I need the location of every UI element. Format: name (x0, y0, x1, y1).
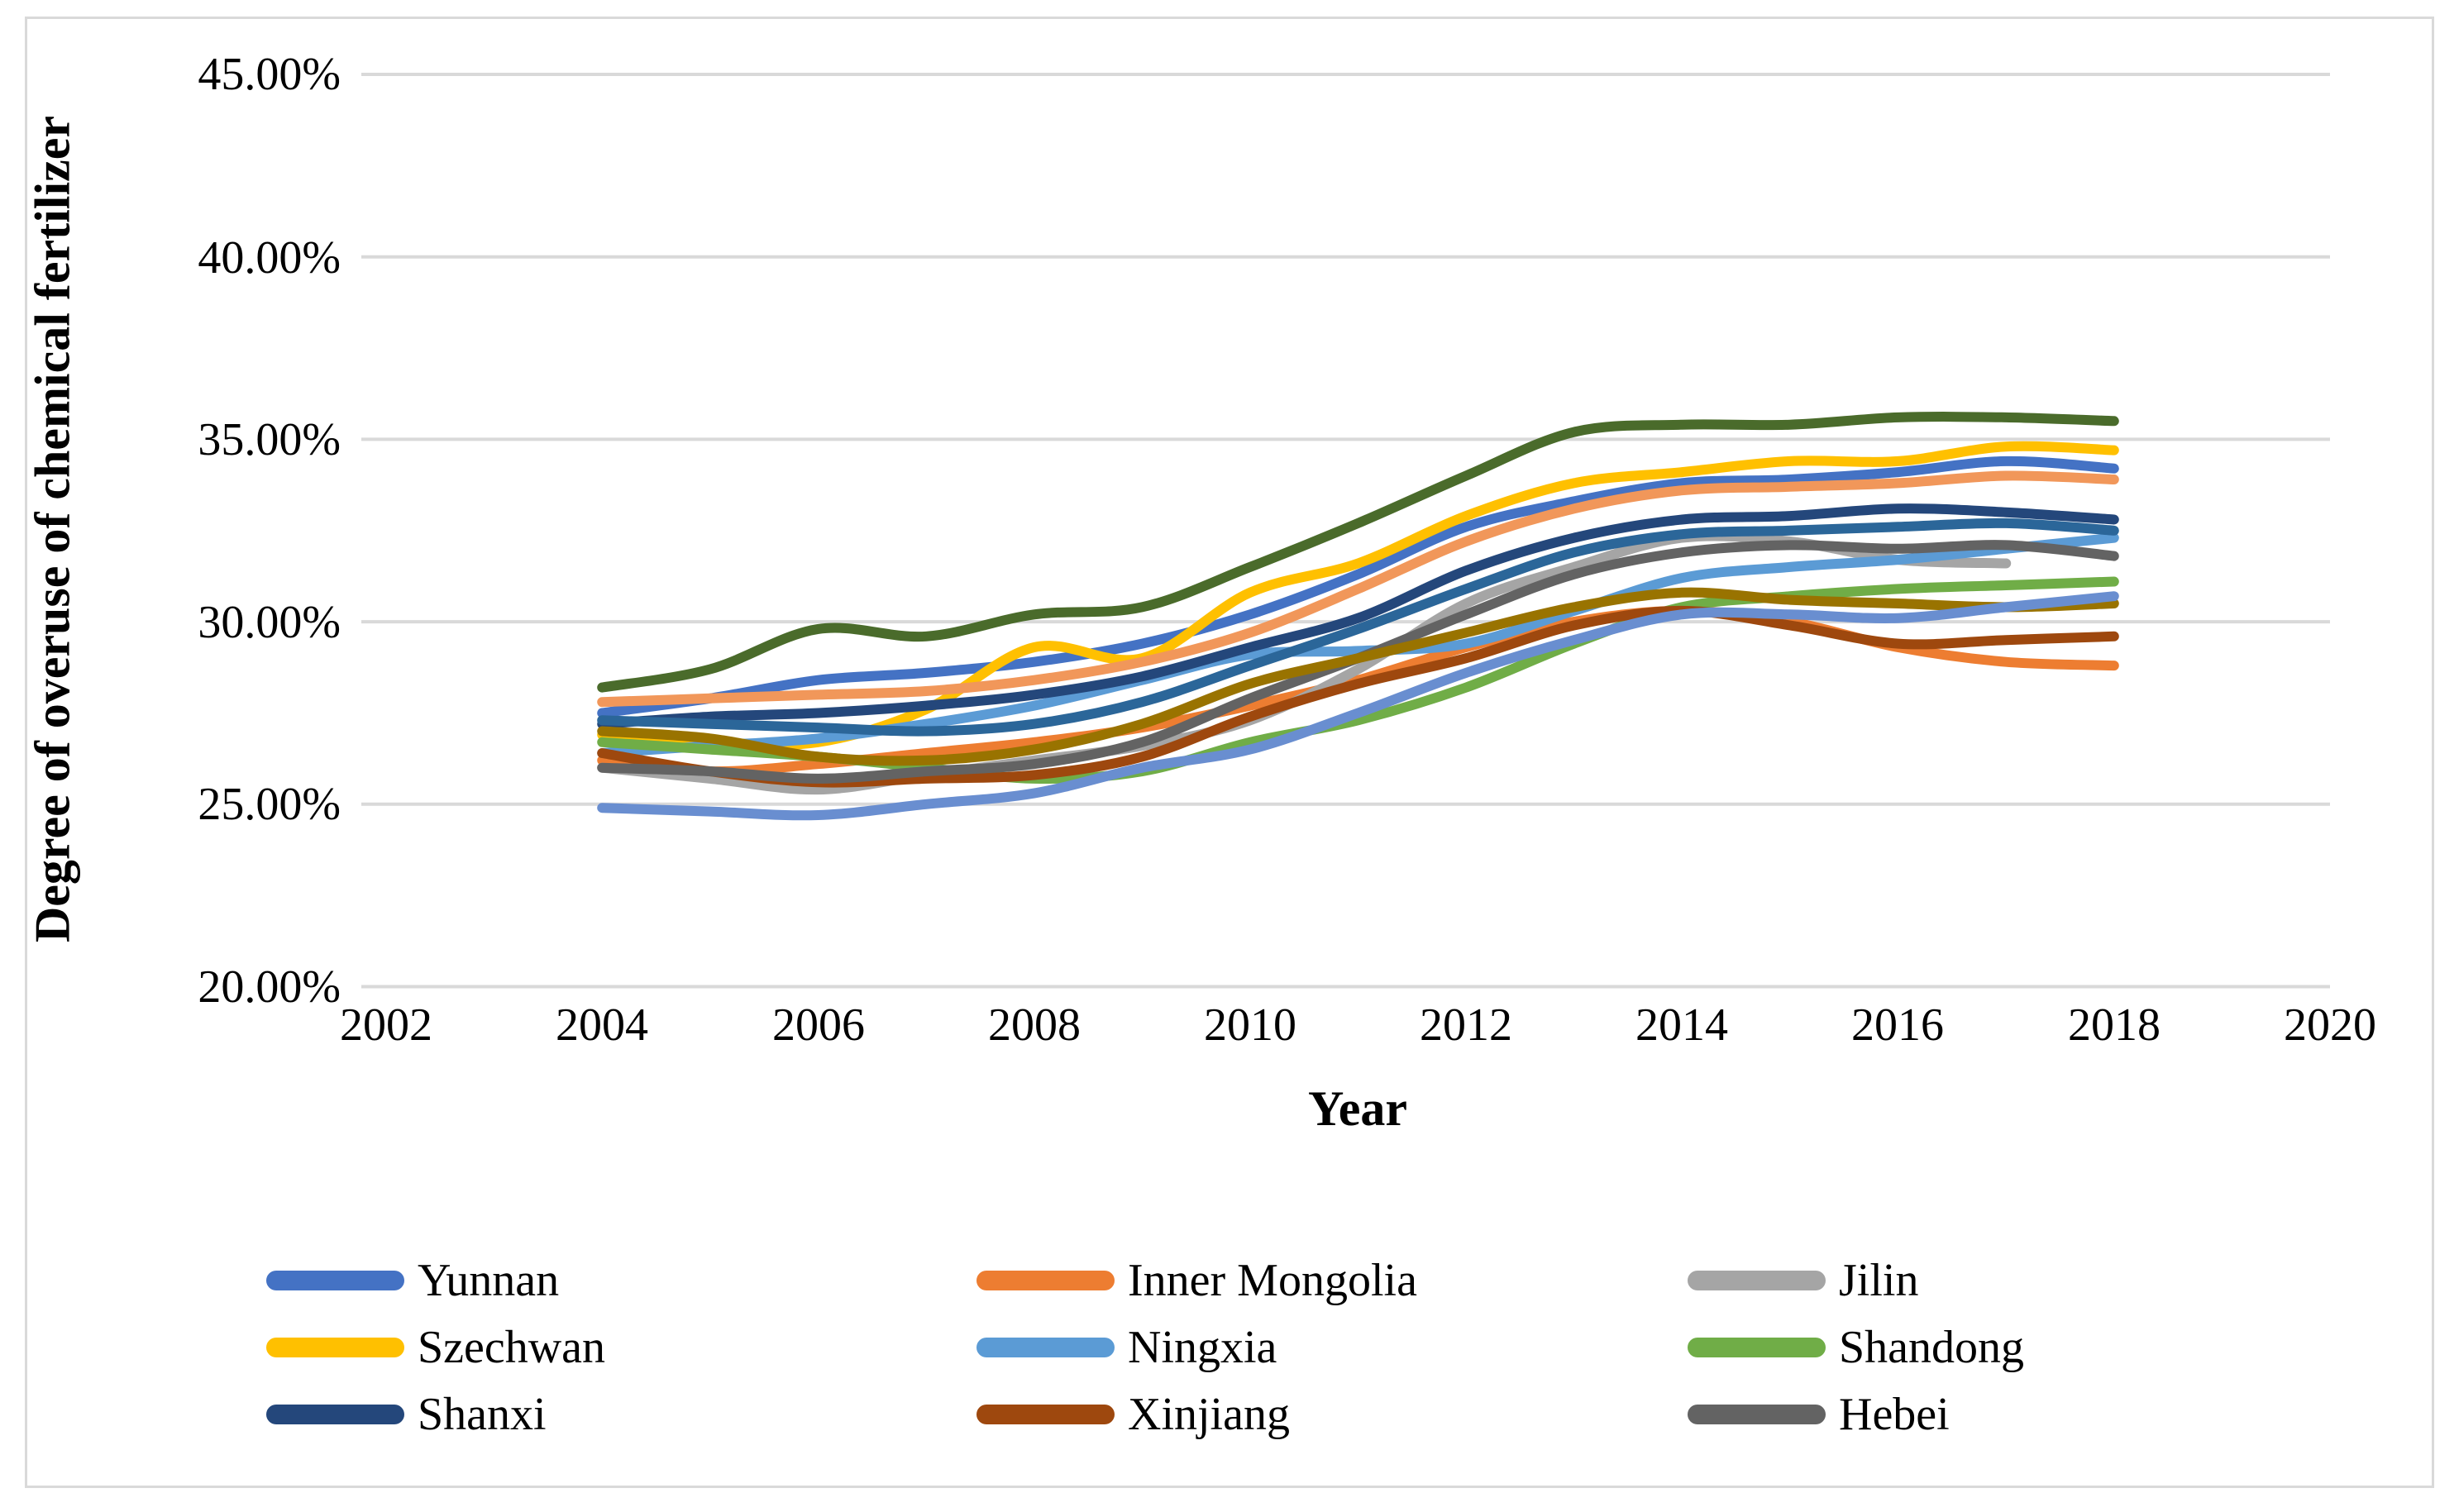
legend-label-hebei: Hebei (1839, 1389, 1950, 1440)
legend-label-szechwan: Szechwan (418, 1322, 606, 1373)
line-shanxi (597, 503, 2119, 729)
y-axis-title: Degree of overuse of chemical fertilizer (25, 115, 80, 943)
legend-item-shandong: Shandong (1688, 1321, 2024, 1374)
x-tick-2008: 2008 (988, 999, 1081, 1051)
legend-swatch-hebei-icon (1688, 1405, 1826, 1424)
line-unlabeled-series-light-orange- (597, 470, 2119, 708)
x-tick-2016: 2016 (1851, 999, 1944, 1051)
legend-swatch-shandong-icon (1688, 1338, 1826, 1357)
legend-label-shanxi: Shanxi (418, 1389, 547, 1440)
legend-swatch-ningxia-icon (976, 1338, 1115, 1357)
legend-label-jilin: Jilin (1839, 1255, 1919, 1306)
line-unlabeled-series-dark-green- (597, 412, 2119, 693)
legend-label-inner-mongolia: Inner Mongolia (1128, 1255, 1417, 1306)
legend-label-yunnan: Yunnan (418, 1255, 560, 1306)
x-tick-2012: 2012 (1420, 999, 1512, 1051)
legend-swatch-shanxi-icon (266, 1405, 404, 1424)
legend-swatch-inner-mongolia-icon (976, 1271, 1115, 1290)
legend-item-szechwan: Szechwan (266, 1321, 605, 1374)
legend-item-yunnan: Yunnan (266, 1254, 559, 1307)
legend-swatch-jilin-icon (1688, 1271, 1826, 1290)
legend-label-xinjiang: Xinjiang (1128, 1389, 1290, 1440)
line-unlabeled-series-dark-yellow- (597, 587, 2119, 766)
x-tick-2018: 2018 (2068, 999, 2161, 1051)
legend-item-shanxi: Shanxi (266, 1388, 547, 1441)
x-tick-2006: 2006 (772, 999, 865, 1051)
x-tick-2004: 2004 (556, 999, 648, 1051)
line-ningxia (597, 532, 2119, 758)
x-axis-title: Year (1308, 1081, 1407, 1136)
legend-label-shandong: Shandong (1839, 1322, 2024, 1373)
line-yunnan (597, 456, 2119, 718)
y-tick-25: 25.00% (198, 779, 341, 830)
y-tick-45: 45.00% (198, 49, 341, 100)
x-tick-2014: 2014 (1635, 999, 1728, 1051)
y-tick-20: 20.00% (198, 961, 341, 1013)
line-unlabeled-series-dark-blue- (597, 518, 2119, 737)
legend-item-inner-mongolia: Inner Mongolia (976, 1254, 1417, 1307)
legend-item-xinjiang: Xinjiang (976, 1388, 1290, 1441)
line-szechwan (597, 441, 2119, 751)
legend-swatch-xinjiang-icon (976, 1405, 1115, 1424)
y-tick-30: 30.00% (198, 597, 341, 648)
legend-item-ningxia: Ningxia (976, 1321, 1277, 1374)
x-tick-2020: 2020 (2284, 999, 2376, 1051)
legend-item-jilin: Jilin (1688, 1254, 1918, 1307)
x-tick-2002: 2002 (340, 999, 432, 1051)
legend-label-ningxia: Ningxia (1128, 1322, 1277, 1373)
y-tick-35: 35.00% (198, 414, 341, 465)
x-tick-2010: 2010 (1204, 999, 1296, 1051)
legend-item-hebei: Hebei (1688, 1388, 1950, 1441)
legend-swatch-yunnan-icon (266, 1271, 404, 1290)
line-unlabeled-series-periwinkle-blue- (597, 591, 2119, 821)
legend-swatch-szechwan-icon (266, 1338, 404, 1357)
y-tick-40: 40.00% (198, 232, 341, 284)
